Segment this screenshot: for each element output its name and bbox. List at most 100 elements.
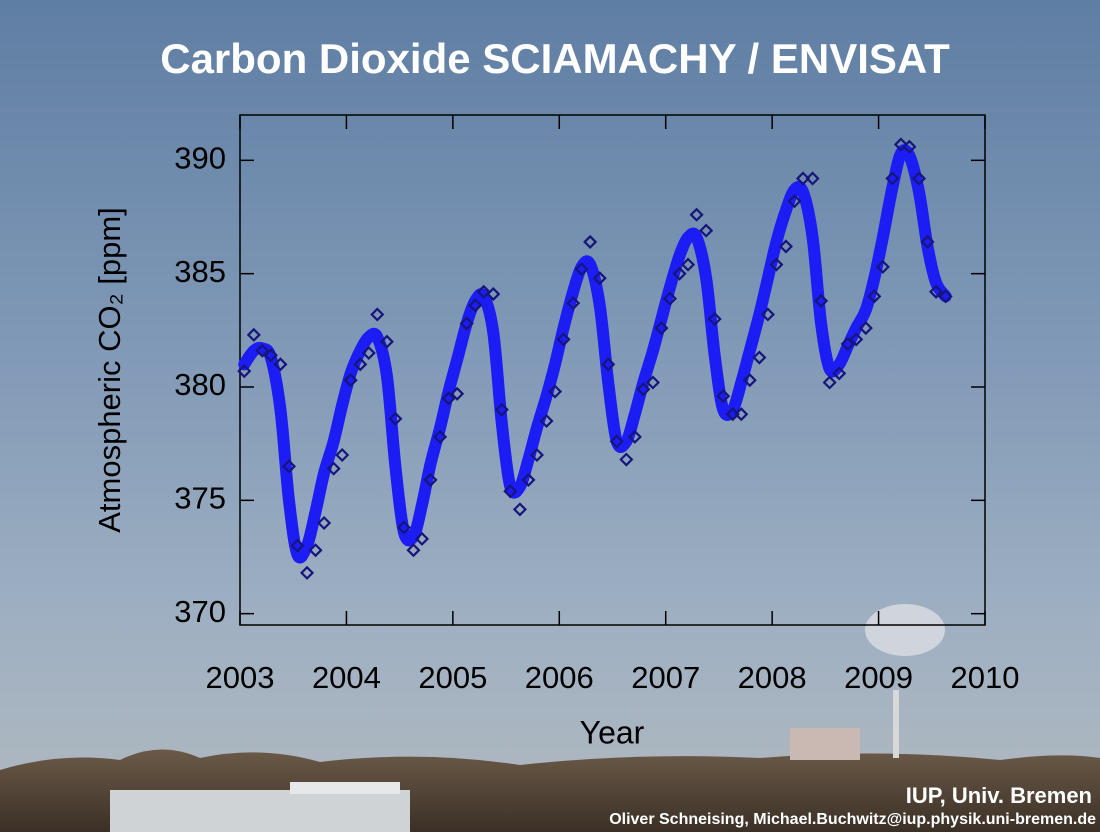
data-point xyxy=(778,239,794,254)
y-tick-label: 370 xyxy=(174,594,226,629)
building-roof xyxy=(290,782,400,794)
data-point xyxy=(769,257,784,272)
x-tick-label: 2003 xyxy=(206,660,275,695)
data-point xyxy=(326,461,341,476)
data-point xyxy=(716,389,731,404)
data-point xyxy=(875,259,890,274)
data-point xyxy=(592,271,607,286)
data-point xyxy=(858,321,873,336)
data-point xyxy=(468,298,483,313)
building xyxy=(110,790,410,832)
data-point xyxy=(938,289,953,304)
x-axis-label: Year xyxy=(580,714,645,750)
chimney xyxy=(893,690,899,758)
data-point xyxy=(734,407,749,422)
data-point xyxy=(494,402,509,417)
fit-line xyxy=(238,144,952,564)
data-point xyxy=(787,194,802,209)
x-tick-label: 2005 xyxy=(418,660,487,695)
data-point xyxy=(335,447,350,463)
data-point xyxy=(760,307,775,322)
data-point xyxy=(343,373,358,388)
data-point xyxy=(627,429,642,444)
y-tick-label: 375 xyxy=(174,481,226,516)
data-point xyxy=(396,520,411,535)
data-point xyxy=(654,321,669,336)
data-point xyxy=(645,375,660,390)
data-point xyxy=(805,171,820,186)
data-point xyxy=(795,171,811,186)
data-point xyxy=(414,531,430,546)
data-point xyxy=(619,452,634,467)
data-point xyxy=(379,334,394,349)
data-point xyxy=(521,472,536,487)
data-point xyxy=(601,357,616,372)
data-point xyxy=(237,364,252,379)
data-point xyxy=(911,171,927,186)
data-point xyxy=(636,382,651,397)
data-point xyxy=(681,257,696,272)
data-point xyxy=(893,137,908,152)
credit-authors: Oliver Schneising, Michael.Buchwitz@iup.… xyxy=(609,811,1096,828)
data-point xyxy=(353,357,368,372)
data-point xyxy=(361,345,376,361)
data-point xyxy=(662,291,678,306)
data-point xyxy=(689,207,704,222)
data-point xyxy=(539,413,554,429)
data-point xyxy=(388,411,403,426)
y-tick-label: 385 xyxy=(174,254,226,289)
data-point xyxy=(547,384,563,399)
x-tick-label: 2008 xyxy=(738,660,807,695)
data-point xyxy=(672,266,687,281)
data-point xyxy=(566,296,581,311)
credit: IUP, Univ. Bremen xyxy=(906,783,1092,808)
data-point xyxy=(290,538,305,553)
data-point xyxy=(699,223,714,238)
data-point xyxy=(450,386,465,401)
x-tick-label: 2006 xyxy=(525,660,594,695)
data-point xyxy=(433,429,448,444)
data-point xyxy=(246,327,261,342)
data-point xyxy=(609,434,624,449)
data-point xyxy=(255,343,270,358)
data-point xyxy=(486,287,501,302)
data-point xyxy=(370,307,385,322)
x-tick-label: 2010 xyxy=(951,660,1020,695)
data-point xyxy=(308,543,323,558)
data-point xyxy=(902,139,917,154)
data-point xyxy=(742,373,757,388)
chart-title: Carbon Dioxide SCIAMACHY / ENVISAT xyxy=(160,35,950,82)
data-point xyxy=(885,171,900,186)
y-tick-label: 380 xyxy=(174,367,226,402)
data-point xyxy=(556,332,571,347)
data-point xyxy=(707,311,722,327)
data-point xyxy=(920,234,935,249)
data-point xyxy=(281,459,297,474)
data-point xyxy=(832,366,847,381)
data-point xyxy=(822,375,837,390)
data-point xyxy=(406,543,421,558)
factory xyxy=(790,728,860,760)
x-tick-label: 2009 xyxy=(844,660,913,695)
data-point xyxy=(476,284,491,299)
data-point xyxy=(503,484,518,499)
data-point xyxy=(583,234,598,249)
x-tick-label: 2007 xyxy=(631,660,700,695)
data-point xyxy=(840,336,855,351)
data-point xyxy=(752,350,767,365)
y-tick-label: 390 xyxy=(174,141,226,176)
data-point xyxy=(441,391,456,406)
data-point xyxy=(529,447,544,463)
data-point xyxy=(867,289,882,304)
data-point xyxy=(849,332,864,347)
data-point xyxy=(317,515,332,531)
data-point xyxy=(574,262,589,277)
data-point xyxy=(273,357,288,372)
y-axis-label: Atmospheric CO₂ [ppm] xyxy=(92,207,127,533)
data-point xyxy=(299,565,315,580)
x-tick-label: 2004 xyxy=(312,660,381,695)
data-point xyxy=(263,348,278,363)
steam xyxy=(865,604,945,656)
